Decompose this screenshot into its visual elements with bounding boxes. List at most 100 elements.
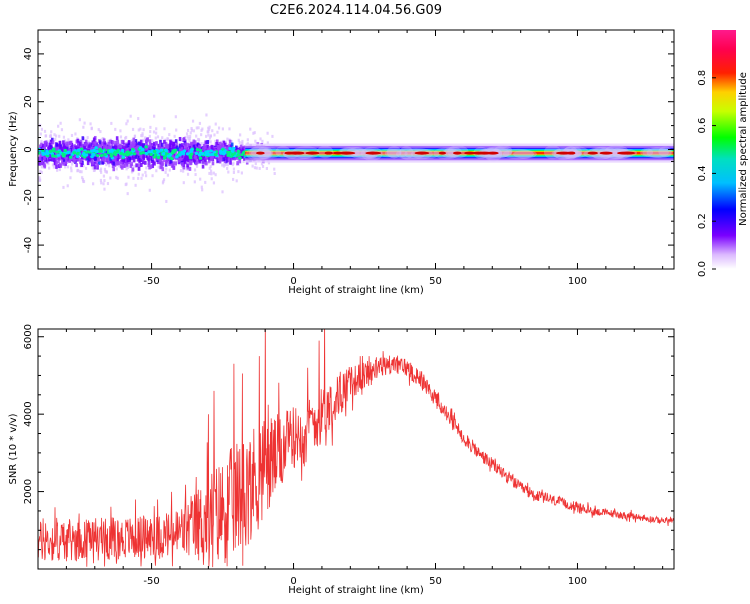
spectral-peak xyxy=(132,152,137,156)
spectral-point xyxy=(217,126,221,130)
spectral-halo xyxy=(441,148,458,159)
spectral-point xyxy=(243,145,247,150)
spectral-point xyxy=(84,166,88,170)
spectral-point xyxy=(92,140,96,145)
spectral-peak xyxy=(240,153,245,157)
spectral-point xyxy=(184,156,187,161)
spectral-peak xyxy=(162,156,167,160)
spectral-point xyxy=(140,143,143,148)
spectral-point xyxy=(66,165,70,169)
colorbar-gradient xyxy=(712,30,736,269)
spectral-point xyxy=(239,144,243,149)
spectral-point xyxy=(94,156,97,161)
spectral-point xyxy=(221,190,224,194)
spectral-point xyxy=(122,146,126,151)
spectral-peak xyxy=(198,151,203,155)
spectral-point xyxy=(124,136,127,140)
spectral-point xyxy=(217,157,221,162)
spectral-point xyxy=(187,148,191,153)
spectral-point xyxy=(82,156,85,161)
spectral-point xyxy=(221,157,224,162)
spectral-core xyxy=(438,151,446,155)
spectral-point xyxy=(53,161,57,166)
spectral-point xyxy=(159,139,162,144)
spectral-point xyxy=(43,129,47,133)
spectral-point xyxy=(103,187,106,191)
spectral-point xyxy=(208,156,211,161)
spectral-point xyxy=(166,137,169,141)
spectral-point xyxy=(126,165,130,169)
spectral-point xyxy=(75,153,78,158)
spectral-point xyxy=(62,135,66,139)
spectral-point xyxy=(193,147,197,152)
spectral-halo xyxy=(502,148,534,160)
spectral-point xyxy=(201,159,205,164)
spectral-halo xyxy=(604,145,629,159)
spectral-point xyxy=(210,145,214,150)
spectral-point xyxy=(149,125,152,129)
spectral-point xyxy=(150,142,153,147)
spectral-point xyxy=(137,172,140,176)
spectral-point xyxy=(195,126,198,130)
spectral-peak xyxy=(222,150,227,154)
spectral-peak xyxy=(94,146,98,150)
spectral-point xyxy=(179,169,183,173)
spectral-point xyxy=(130,162,133,167)
spectral-point xyxy=(112,161,116,166)
spectral-point xyxy=(154,136,157,140)
spectral-point xyxy=(166,144,170,149)
spectral-peak xyxy=(95,153,100,158)
spectral-point xyxy=(79,150,83,155)
spectral-point xyxy=(253,166,257,170)
spectral-point xyxy=(198,145,201,150)
spectral-point xyxy=(67,138,70,142)
spectral-point xyxy=(129,114,132,118)
spectral-point xyxy=(155,169,158,173)
spectral-point xyxy=(192,149,195,154)
spectral-point xyxy=(54,148,57,153)
spectral-peak xyxy=(51,148,56,152)
spectral-point xyxy=(110,144,114,149)
spectral-point xyxy=(198,159,202,164)
y-tick-label: 0 xyxy=(23,146,34,152)
spectral-point xyxy=(219,155,222,160)
spectral-point xyxy=(133,135,137,139)
spectral-point xyxy=(195,134,198,138)
spectral-point xyxy=(241,143,244,147)
spectral-point xyxy=(91,160,94,165)
spectral-point xyxy=(251,164,254,168)
spectral-point xyxy=(165,199,168,203)
spectral-point xyxy=(101,160,105,165)
spectral-point xyxy=(128,147,132,152)
spectral-point xyxy=(142,128,145,132)
spectral-point xyxy=(62,161,65,166)
spectral-point xyxy=(75,163,78,168)
spectral-peak xyxy=(128,151,133,155)
spectral-point xyxy=(187,146,190,150)
spectral-point xyxy=(181,162,184,167)
spectral-point xyxy=(39,132,42,136)
spectral-peak xyxy=(188,154,192,158)
spectral-point xyxy=(198,121,202,125)
colorbar-tick-label: 0.0 xyxy=(697,261,708,277)
spectral-peak xyxy=(218,150,223,154)
spectral-point xyxy=(149,164,153,169)
spectral-halo xyxy=(483,146,512,159)
spectral-point xyxy=(205,134,208,138)
spectral-point xyxy=(104,145,108,150)
spectral-point xyxy=(224,154,228,159)
spectral-point xyxy=(195,160,199,165)
spectral-point xyxy=(114,140,117,145)
spectral-point xyxy=(237,145,240,149)
spectral-point xyxy=(69,141,73,146)
spectral-point xyxy=(217,148,220,153)
spectral-point xyxy=(237,170,240,174)
spectral-point xyxy=(59,144,63,149)
spectral-point xyxy=(107,146,111,151)
spectral-point xyxy=(164,162,168,167)
spectral-point xyxy=(103,158,107,163)
spectral-point xyxy=(95,160,98,165)
spectral-peak xyxy=(45,149,49,153)
spectral-point xyxy=(125,148,128,153)
spectral-peak xyxy=(149,152,153,157)
